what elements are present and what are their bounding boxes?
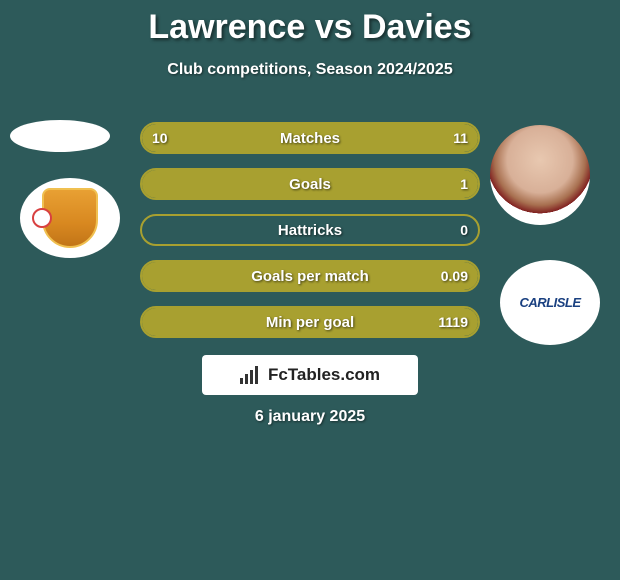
stat-label: Min per goal <box>266 314 354 331</box>
branding-badge: FcTables.com <box>202 355 418 395</box>
stat-bar: Min per goal 1119 <box>140 306 480 338</box>
stat-bar: Goals 1 <box>140 168 480 200</box>
stats-bars: 10 Matches 11 Goals 1 Hattricks 0 Goals … <box>140 122 480 352</box>
comparison-subtitle: Club competitions, Season 2024/2025 <box>0 61 620 79</box>
player-left-avatar <box>10 120 110 152</box>
club-left-badge <box>20 178 120 258</box>
stat-value-right: 0.09 <box>441 268 468 284</box>
club-right-name: CARLISLE <box>520 295 581 310</box>
stat-value-right: 1119 <box>438 314 468 330</box>
comparison-date: 6 january 2025 <box>0 408 620 426</box>
stat-value-right: 11 <box>453 130 468 146</box>
shield-icon <box>42 188 98 248</box>
stat-label: Goals per match <box>251 268 369 285</box>
comparison-title: Lawrence vs Davies <box>0 0 620 47</box>
bar-chart-icon <box>240 366 262 384</box>
stat-label: Hattricks <box>278 222 342 239</box>
stat-value-left: 10 <box>152 130 168 146</box>
stat-label: Matches <box>280 130 340 147</box>
branding-text: FcTables.com <box>268 365 380 385</box>
stat-label: Goals <box>289 176 331 193</box>
stat-bar: Hattricks 0 <box>140 214 480 246</box>
stat-value-right: 1 <box>460 176 468 192</box>
club-right-badge: CARLISLE <box>500 260 600 345</box>
stat-bar: 10 Matches 11 <box>140 122 480 154</box>
player-right-avatar <box>490 125 590 225</box>
stat-bar: Goals per match 0.09 <box>140 260 480 292</box>
stat-value-right: 0 <box>460 222 468 238</box>
